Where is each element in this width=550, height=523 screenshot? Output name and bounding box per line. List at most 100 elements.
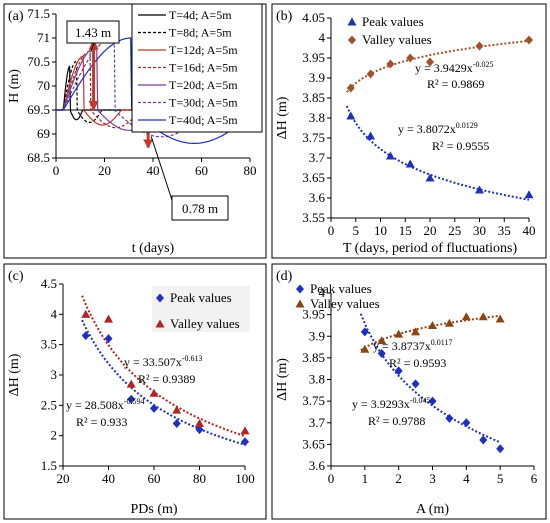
y-tick-label: 4 bbox=[319, 285, 326, 300]
data-point bbox=[462, 418, 471, 428]
legend-label: Peak values bbox=[362, 14, 424, 29]
fit-equation: y = 3.9293x-0.045 bbox=[352, 396, 430, 411]
data-point bbox=[385, 151, 395, 160]
x-tick-label: 20 bbox=[57, 471, 70, 486]
legend: Peak values Valley values bbox=[347, 14, 432, 47]
x-tick-label: 100 bbox=[235, 471, 255, 486]
x-axis-label: T (days, period of fluctuations) bbox=[343, 241, 518, 256]
data-point bbox=[366, 69, 375, 79]
data-point bbox=[150, 403, 158, 413]
y-axis-label: ΔH (m) bbox=[275, 96, 290, 139]
y-tick-label: 3.7 bbox=[309, 415, 326, 430]
y-tick-label: 71.5 bbox=[27, 6, 50, 21]
y-tick-label: 3.65 bbox=[302, 170, 325, 185]
data-point bbox=[428, 396, 437, 406]
y-tick-label: 3.65 bbox=[302, 436, 325, 451]
y-tick-label: 3.95 bbox=[302, 307, 325, 322]
y-tick-label: 68.5 bbox=[27, 150, 50, 165]
r-squared-label: R² = 0.9555 bbox=[432, 139, 489, 153]
annotation-leader bbox=[90, 42, 95, 53]
x-tick-label: 35 bbox=[498, 223, 511, 238]
legend-marker bbox=[295, 299, 305, 308]
data-point bbox=[360, 344, 370, 353]
data-point bbox=[394, 366, 403, 376]
x-tick-label: 80 bbox=[244, 163, 257, 178]
data-point bbox=[366, 131, 376, 140]
data-point bbox=[411, 327, 421, 336]
y-tick-label: 3.9 bbox=[309, 328, 325, 343]
x-tick-label: 0 bbox=[328, 223, 335, 238]
x-tick-label: 15 bbox=[399, 223, 412, 238]
y-tick-label: 4.05 bbox=[302, 10, 325, 25]
y-tick-label: 70 bbox=[37, 78, 50, 93]
legend: Peak values Valley values bbox=[152, 286, 250, 332]
panel-frame bbox=[271, 263, 547, 520]
r-squared-label: R² = 0.9869 bbox=[427, 77, 484, 91]
data-point bbox=[478, 312, 488, 321]
trendline bbox=[346, 39, 530, 93]
legend-label: T=30d; A=5m bbox=[169, 96, 238, 110]
panel-label: (a) bbox=[8, 9, 24, 24]
legend: T=4d; A=5m T=8d; A=5m T=12d; A=5m T=16d; A=… bbox=[131, 3, 263, 133]
y-axis-label: ΔH (m) bbox=[7, 353, 22, 396]
x-tick-label: 20 bbox=[98, 163, 111, 178]
data-point bbox=[495, 314, 505, 323]
data-point bbox=[195, 425, 204, 435]
y-tick-label: 3.75 bbox=[302, 393, 325, 408]
y-tick-label: 3.7 bbox=[309, 150, 326, 165]
data-point bbox=[149, 388, 159, 397]
x-tick-label: 4 bbox=[463, 471, 470, 486]
panel-label: (b) bbox=[276, 9, 293, 24]
legend-box bbox=[152, 286, 250, 332]
data-point bbox=[104, 314, 113, 323]
panel-frame bbox=[3, 263, 267, 520]
y-tick-label: 3.55 bbox=[302, 210, 325, 225]
x-tick-label: 10 bbox=[374, 223, 387, 238]
legend-label: Peak values bbox=[310, 281, 372, 296]
trendline bbox=[360, 314, 501, 351]
data-point bbox=[81, 331, 90, 341]
y-tick-label: 2.5 bbox=[41, 397, 57, 412]
data-point bbox=[172, 405, 182, 414]
x-axis-label: t (days) bbox=[132, 241, 175, 256]
chart-panel-b: 0 5 10 15 20 25 30 35 40 3.55 3.6 3.65 3.7 3.75 3.8 3.8… bbox=[271, 3, 547, 259]
x-tick-label: 5 bbox=[353, 223, 360, 238]
panel-label: (d) bbox=[276, 269, 293, 284]
legend-marker bbox=[296, 284, 304, 294]
data-point bbox=[377, 349, 386, 359]
y-tick-label: 70.5 bbox=[27, 54, 50, 69]
legend-marker bbox=[348, 35, 356, 45]
data-point bbox=[126, 379, 136, 388]
r-squared-label: R² = 0.933 bbox=[76, 415, 127, 429]
data-point bbox=[172, 419, 181, 429]
legend-label: T=4d; A=5m bbox=[169, 8, 232, 22]
x-tick-label: 2 bbox=[395, 471, 402, 486]
x-tick-label: 6 bbox=[531, 471, 538, 486]
legend-label: T=12d; A=5m bbox=[169, 43, 238, 57]
x-tick-label: 1 bbox=[362, 471, 369, 486]
fit-equation: y = 3.8737x0.0117 bbox=[373, 338, 452, 353]
x-tick-label: 5 bbox=[497, 471, 504, 486]
y-tick-label: 3.85 bbox=[302, 90, 325, 105]
chart-panel-a: 0 20 40 60 80 68.5 69 69.5 70 70.5 71 71.5 t (days) H… bbox=[3, 3, 267, 259]
trendline bbox=[81, 319, 246, 446]
peak-annotation-box bbox=[66, 20, 120, 44]
data-point bbox=[425, 173, 435, 182]
legend-label: T=40d; A=5m bbox=[169, 113, 238, 127]
data-point bbox=[475, 185, 484, 194]
legend-label: T=8d; A=5m bbox=[169, 26, 232, 40]
data-point bbox=[524, 190, 534, 199]
peak-annotation: 1.43 m bbox=[75, 25, 111, 40]
fit-equation: y = 3.9429x-0.025 bbox=[415, 60, 493, 75]
data-point bbox=[444, 318, 454, 327]
x-tick-label: 30 bbox=[473, 223, 486, 238]
x-tick-label: 0 bbox=[53, 163, 60, 178]
data-point bbox=[525, 35, 533, 45]
chart-panel-c: 20 40 60 80 100 1.5 2 2.5 3 3.5 4 4.5 PDs (m) ΔH (m) (… bbox=[3, 263, 267, 520]
data-point bbox=[406, 53, 415, 63]
legend-label: Valley values bbox=[362, 32, 432, 47]
data-point bbox=[445, 413, 454, 423]
legend-label: T=20d; A=5m bbox=[169, 78, 238, 92]
trendline bbox=[81, 295, 246, 438]
